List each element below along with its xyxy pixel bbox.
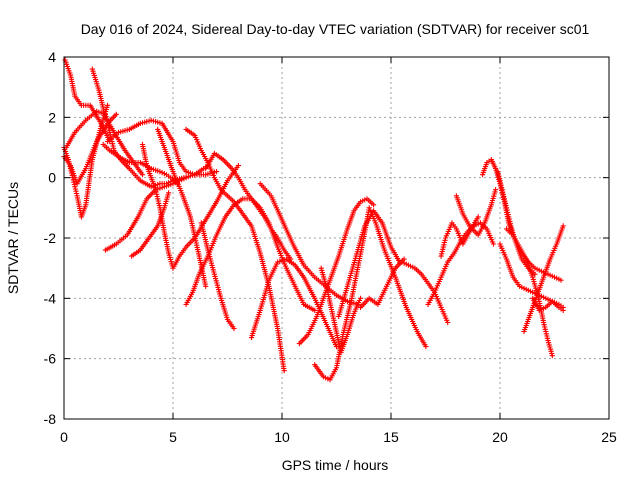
data-layer: [61, 57, 566, 383]
y-tick-label: 2: [48, 109, 56, 125]
y-tick-label: -4: [44, 290, 57, 306]
x-tick-label: 10: [274, 429, 290, 445]
series-arc-32: [530, 295, 566, 313]
series-points: [357, 256, 407, 310]
series-points: [296, 196, 377, 347]
series-arc-31: [521, 223, 566, 335]
series-arc-19: [312, 205, 429, 383]
series-arc-20: [318, 265, 364, 356]
series-points: [318, 265, 364, 356]
series-arc-26: [453, 187, 499, 238]
series-arc-25: [438, 214, 481, 259]
y-tick-label: -2: [44, 230, 57, 246]
series-arc-07: [105, 117, 220, 178]
tick-layer: 0 5 10 15 20 25 -8 -6 -4 -2 0 2 4: [44, 49, 617, 445]
y-tick-label: -8: [44, 411, 57, 427]
series-arc-29: [497, 241, 566, 313]
series-points: [399, 259, 451, 326]
x-tick-label: 15: [383, 429, 399, 445]
series-points: [530, 295, 566, 313]
series-arc-23: [399, 259, 451, 326]
series-points: [497, 241, 566, 313]
series-points: [248, 256, 340, 350]
series-points: [503, 226, 555, 359]
series-points: [203, 150, 294, 262]
series-points: [100, 141, 180, 187]
series-points: [183, 196, 318, 313]
series-arc-06: [100, 141, 180, 187]
series-arc-13: [183, 196, 318, 313]
series-arc-15: [203, 150, 294, 262]
series-arc-14: [198, 220, 237, 332]
series-points: [438, 214, 481, 259]
x-tick-label: 0: [60, 429, 68, 445]
chart-title: Day 016 of 2024, Sidereal Day-to-day VTE…: [81, 21, 590, 37]
x-tick-label: 20: [492, 429, 508, 445]
series-arc-18: [296, 196, 377, 347]
x-tick-label: 5: [169, 429, 177, 445]
series-points: [312, 205, 429, 383]
series-arc-16: [248, 256, 340, 350]
y-axis-label: SDTVAR / TECUs: [5, 182, 21, 294]
series-points: [453, 187, 499, 238]
y-tick-label: 0: [48, 170, 56, 186]
series-points: [521, 223, 566, 335]
series-points: [198, 220, 237, 332]
series-points: [105, 117, 220, 178]
x-tick-label: 25: [601, 429, 617, 445]
series-points: [89, 66, 146, 178]
series-points: [336, 208, 403, 319]
series-arc-21: [336, 208, 403, 319]
series-arc-30: [503, 226, 555, 359]
series-arc-05: [89, 66, 146, 178]
y-tick-label: 4: [48, 49, 56, 65]
series-arc-22: [357, 256, 407, 310]
grid-layer: [64, 57, 609, 419]
x-axis-label: GPS time / hours: [282, 457, 389, 473]
y-tick-label: -6: [44, 351, 57, 367]
